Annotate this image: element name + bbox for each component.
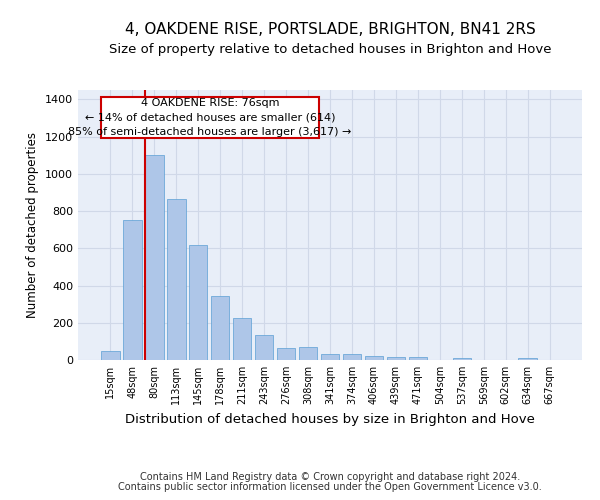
Bar (409, 357, 427, 360)
Bar (386, 357, 405, 360)
Text: 4, OAKDENE RISE, PORTSLADE, BRIGHTON, BN41 2RS: 4, OAKDENE RISE, PORTSLADE, BRIGHTON, BN… (125, 22, 535, 38)
Bar (299, 347, 317, 360)
FancyBboxPatch shape (101, 96, 319, 138)
Bar (211, 296, 229, 360)
Bar (365, 356, 383, 360)
Bar (189, 244, 208, 360)
Bar (452, 358, 471, 360)
Bar (167, 199, 185, 360)
Bar (320, 354, 340, 360)
Bar (233, 318, 251, 360)
Text: Contains HM Land Registry data © Crown copyright and database right 2024.: Contains HM Land Registry data © Crown c… (140, 472, 520, 482)
Bar (123, 220, 142, 360)
Bar (343, 354, 361, 360)
Text: Size of property relative to detached houses in Brighton and Hove: Size of property relative to detached ho… (109, 42, 551, 56)
Bar (277, 348, 295, 360)
Bar (101, 350, 119, 360)
Bar (145, 155, 164, 360)
Text: Contains public sector information licensed under the Open Government Licence v3: Contains public sector information licen… (118, 482, 542, 492)
Text: 4 OAKDENE RISE: 76sqm
← 14% of detached houses are smaller (614)
85% of semi-det: 4 OAKDENE RISE: 76sqm ← 14% of detached … (68, 98, 352, 138)
Bar (255, 335, 274, 360)
X-axis label: Distribution of detached houses by size in Brighton and Hove: Distribution of detached houses by size … (125, 412, 535, 426)
Y-axis label: Number of detached properties: Number of detached properties (26, 132, 40, 318)
Bar (518, 358, 537, 360)
